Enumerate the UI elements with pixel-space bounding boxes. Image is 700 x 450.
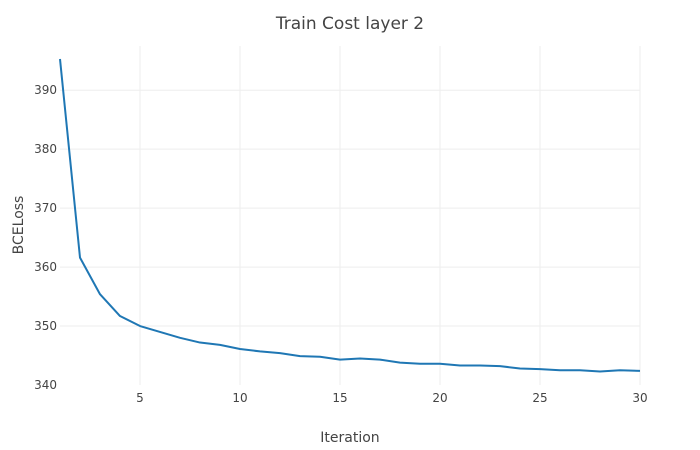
chart-title: Train Cost layer 2 [275,14,424,34]
x-axis-title: Iteration [320,430,379,446]
series-layer [59,58,641,373]
x-tick-label: 10 [232,391,247,405]
x-tick-labels: 5 10 15 20 25 30 [136,391,647,405]
x-tick-label: 15 [332,391,347,405]
y-tick-label: 360 [34,260,57,274]
y-axis-title: BCELoss [11,196,27,255]
x-tick-label: 20 [432,391,447,405]
x-tick-label: 30 [632,391,647,405]
y-gridlines [60,89,640,327]
series-line [59,58,641,373]
y-tick-label: 370 [34,201,57,215]
y-tick-label: 380 [34,142,57,156]
y-tick-labels: 340 350 360 370 380 390 [34,83,57,392]
x-tick-label: 5 [136,391,144,405]
y-tick-label: 340 [34,378,57,392]
y-tick-label: 350 [34,319,57,333]
x-gridlines [139,46,641,385]
y-tick-label: 390 [34,83,57,97]
x-tick-label: 25 [532,391,547,405]
